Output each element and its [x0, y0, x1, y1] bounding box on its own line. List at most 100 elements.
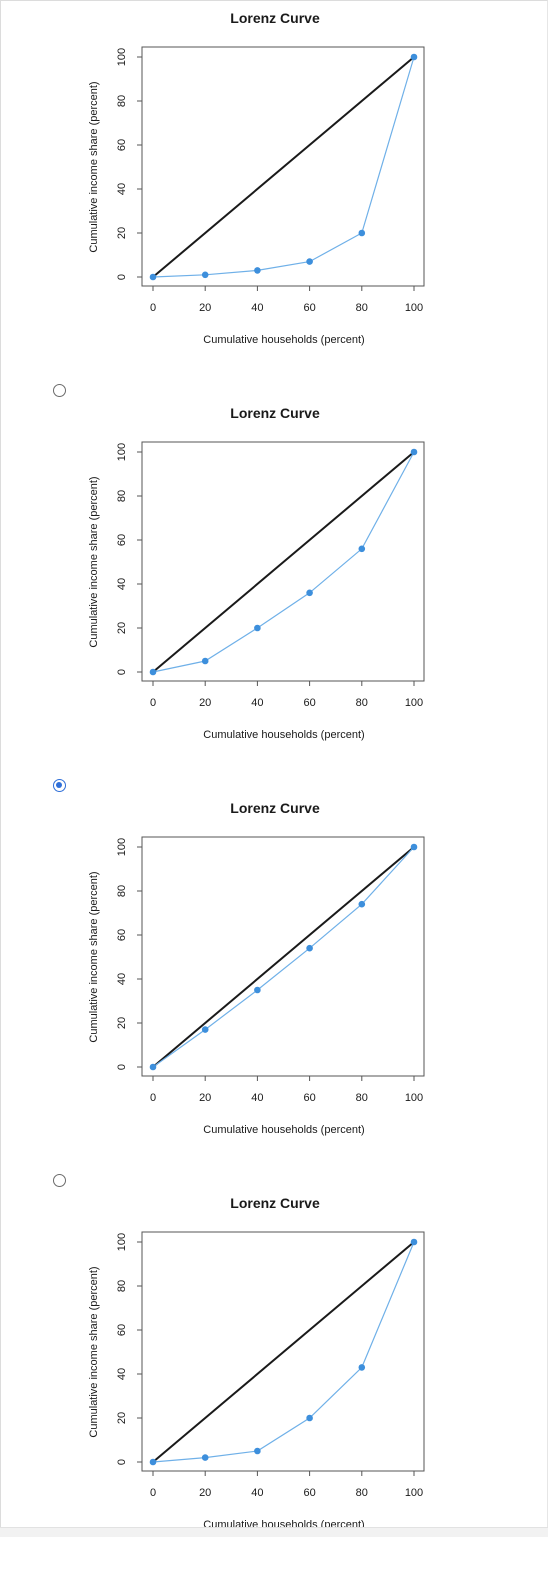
plot-frame [141, 836, 425, 1077]
y-tick-label: 40 [116, 578, 128, 590]
answer-option-3: Lorenz Curve 0 20 40 60 80 100 0 20 40 60 80 100 Cumu… [0, 779, 548, 1185]
lorenz-data-point [358, 545, 366, 553]
y-tick-label: 0 [116, 274, 128, 280]
x-axis-label: Cumulative households (percent) [203, 729, 364, 741]
chart-title: Lorenz Curve [230, 405, 320, 421]
y-tick-label: 40 [116, 1368, 128, 1380]
lorenz-data-point [149, 668, 157, 676]
x-tick-label: 80 [356, 302, 368, 314]
y-tick-label: 60 [116, 1324, 128, 1336]
option-radio-button[interactable] [53, 1174, 66, 1187]
y-tick-label: 60 [116, 534, 128, 546]
x-tick-label: 100 [405, 1487, 423, 1499]
y-tick-label: 0 [116, 1459, 128, 1465]
equality-line [152, 56, 415, 278]
lorenz-data-point [306, 1414, 313, 1422]
y-tick-label: 100 [116, 48, 128, 66]
equality-line [152, 1241, 415, 1463]
y-tick-label: 80 [116, 95, 128, 107]
lorenz-chart: Lorenz Curve 0 20 40 60 80 100 0 20 40 60 80 100 Cumu… [88, 800, 425, 1136]
equality-line [152, 846, 415, 1068]
lorenz-data-point [254, 267, 261, 274]
x-axis-label: Cumulative households (percent) [203, 1124, 364, 1136]
y-tick-label: 60 [116, 139, 128, 151]
x-tick-label: 80 [356, 697, 368, 709]
x-tick-label: 20 [199, 1092, 211, 1104]
x-tick-label: 0 [150, 302, 156, 314]
lorenz-data-point [410, 1238, 418, 1246]
lorenz-data-point [201, 1454, 209, 1461]
y-tick-label: 20 [116, 1017, 128, 1029]
lorenz-data-point [254, 624, 261, 632]
y-axis-label: Cumulative income share (percent) [88, 81, 100, 252]
x-tick-label: 20 [199, 1487, 211, 1499]
y-tick-label: 80 [116, 885, 128, 897]
lorenz-data-point [358, 229, 366, 237]
plot-frame [141, 441, 425, 682]
y-tick-label: 40 [116, 183, 128, 195]
y-tick-label: 100 [116, 443, 128, 461]
answer-option-1: Lorenz Curve 0 20 40 60 80 100 0 20 40 60 80 100 Cumu… [0, 0, 548, 395]
lorenz-data-point [410, 448, 418, 456]
y-tick-label: 100 [116, 838, 128, 856]
chart-title: Lorenz Curve [230, 800, 320, 816]
lorenz-data-point [149, 1063, 157, 1071]
lorenz-curve-line [152, 846, 415, 1068]
x-tick-label: 80 [356, 1487, 368, 1499]
lorenz-data-point [149, 273, 157, 281]
y-axis-label: Cumulative income share (percent) [88, 1266, 100, 1437]
y-tick-label: 0 [116, 669, 128, 675]
lorenz-data-point [201, 271, 209, 279]
answer-option-2: Lorenz Curve 0 20 40 60 80 100 0 20 40 60 80 100 Cumu… [0, 384, 548, 790]
y-axis-label: Cumulative income share (percent) [88, 476, 100, 647]
x-tick-label: 100 [405, 1092, 423, 1104]
x-tick-label: 40 [251, 302, 263, 314]
equality-line [152, 451, 415, 673]
lorenz-curve-line [152, 56, 415, 278]
lorenz-curve-line [152, 451, 415, 673]
x-tick-label: 20 [199, 302, 211, 314]
lorenz-data-point [358, 900, 366, 908]
x-tick-label: 60 [303, 1092, 315, 1104]
option-radio-button[interactable] [53, 779, 66, 792]
lorenz-data-point [306, 589, 313, 597]
lorenz-chart: Lorenz Curve 0 20 40 60 80 100 0 20 40 60 80 100 Cumu… [88, 1195, 425, 1531]
plot-frame [141, 46, 425, 287]
lorenz-data-point [254, 986, 261, 994]
x-tick-label: 40 [251, 1092, 263, 1104]
bottom-scroll-strip [0, 1527, 548, 1537]
x-tick-label: 100 [405, 697, 423, 709]
lorenz-data-point [201, 1026, 209, 1033]
x-tick-label: 60 [303, 1487, 315, 1499]
lorenz-data-point [254, 1447, 261, 1455]
x-tick-label: 40 [251, 1487, 263, 1499]
lorenz-data-point [358, 1364, 366, 1371]
y-tick-label: 20 [116, 227, 128, 239]
lorenz-data-point [201, 657, 209, 665]
lorenz-chart: Lorenz Curve 0 20 40 60 80 100 0 20 40 60 80 100 Cumu… [88, 405, 425, 741]
y-tick-label: 100 [116, 1233, 128, 1251]
lorenz-data-point [149, 1458, 157, 1466]
x-tick-label: 20 [199, 697, 211, 709]
lorenz-chart: Lorenz Curve 0 20 40 60 80 100 0 20 40 60 80 100 Cumu… [88, 10, 425, 346]
y-axis-label: Cumulative income share (percent) [88, 871, 100, 1042]
x-tick-label: 60 [303, 697, 315, 709]
lorenz-data-point [306, 258, 313, 265]
y-tick-label: 60 [116, 929, 128, 941]
x-tick-label: 100 [405, 302, 423, 314]
plot-frame [141, 1231, 425, 1472]
option-radio-button[interactable] [53, 384, 66, 397]
lorenz-curve-line [152, 1241, 415, 1463]
x-tick-label: 0 [150, 697, 156, 709]
y-tick-label: 80 [116, 490, 128, 502]
x-tick-label: 80 [356, 1092, 368, 1104]
x-tick-label: 0 [150, 1487, 156, 1499]
x-tick-label: 0 [150, 1092, 156, 1104]
y-tick-label: 40 [116, 973, 128, 985]
y-tick-label: 20 [116, 622, 128, 634]
x-tick-label: 40 [251, 697, 263, 709]
lorenz-data-point [410, 53, 418, 61]
y-tick-label: 0 [116, 1064, 128, 1070]
y-tick-label: 80 [116, 1280, 128, 1292]
x-axis-label: Cumulative households (percent) [203, 334, 364, 346]
